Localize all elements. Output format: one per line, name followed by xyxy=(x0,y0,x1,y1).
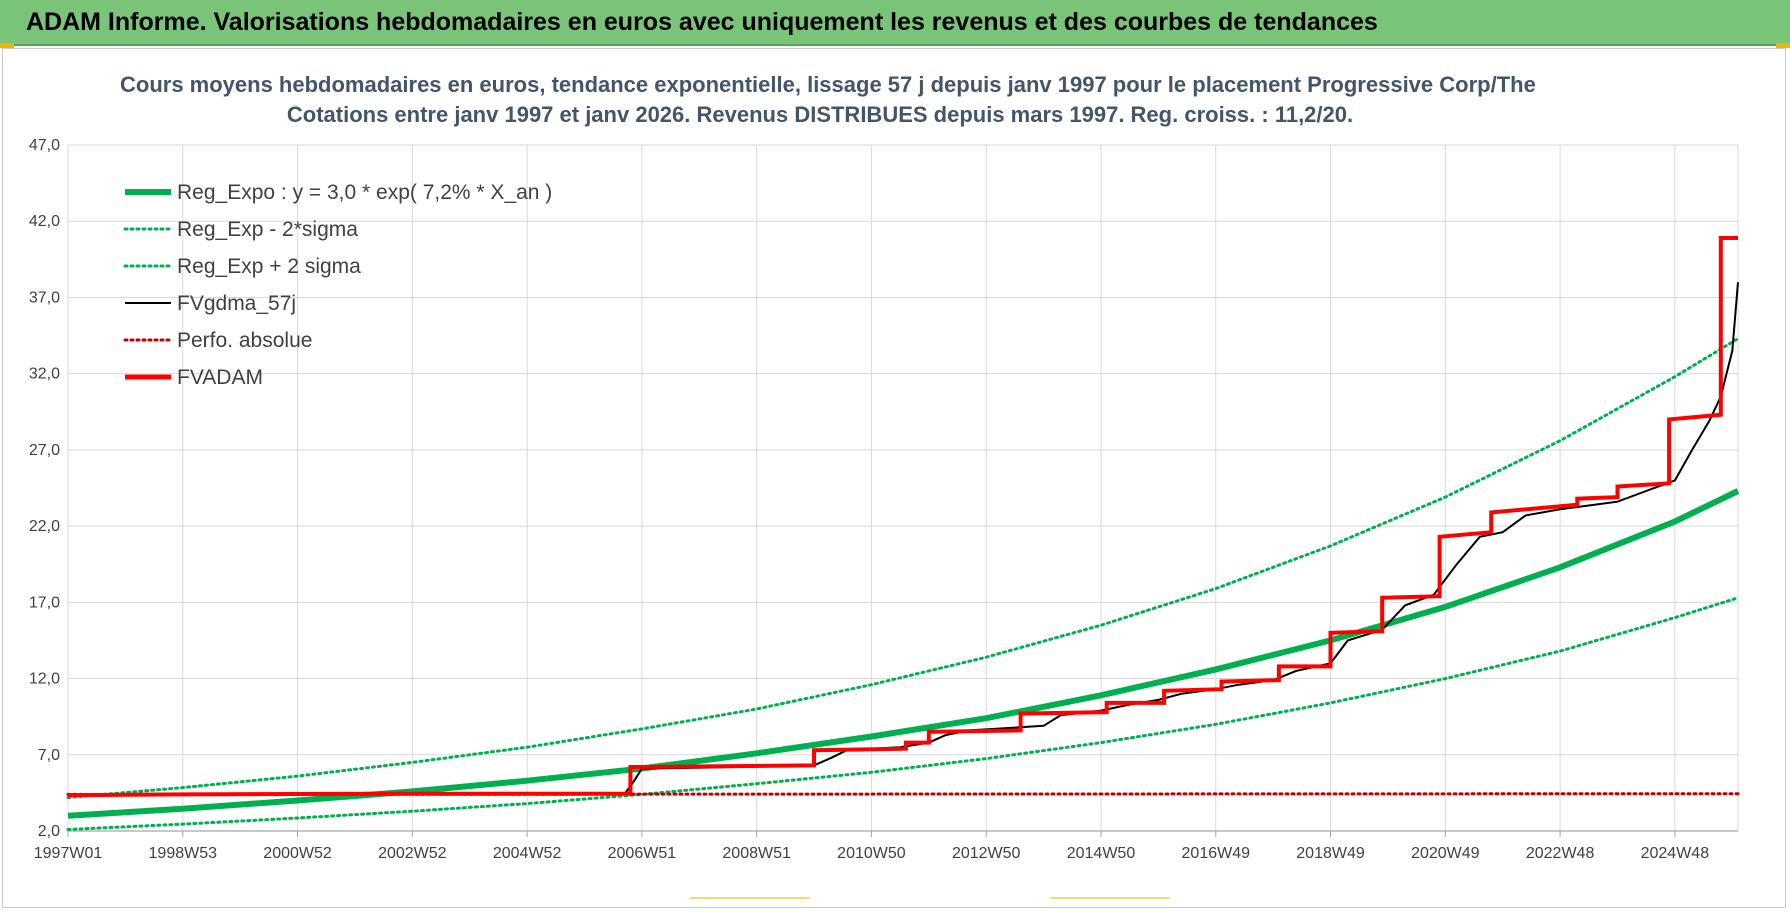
chart-title: Cours moyens hebdomadaires en euros, ten… xyxy=(120,70,1536,130)
chart-area xyxy=(2,48,1786,908)
x-tick-label: 2008W51 xyxy=(722,845,791,862)
x-tick-label: 2006W51 xyxy=(608,845,677,862)
axes: 2,0 7,0 12,0 17,0 22,0 27,0 32,0 37,0 42,0 47,0 19… xyxy=(29,137,1738,862)
x-tick-label: 2020W49 xyxy=(1411,845,1480,862)
chart-title-line-2: Cotations entre janv 1997 et janv 2026. … xyxy=(286,102,1354,127)
legend: Reg_Expo : y = 3,0 * exp( 7,2% * X_an ) R… xyxy=(123,181,552,389)
grid xyxy=(67,144,1739,832)
y-tick-label: 42,0 xyxy=(29,213,60,230)
x-tick-label: 2024W48 xyxy=(1641,845,1710,862)
legend-label: Reg_Expo : y = 3,0 * exp( 7,2% * X_an ) xyxy=(177,181,552,204)
y-tick-label: 7,0 xyxy=(38,747,60,764)
y-tick-label: 17,0 xyxy=(29,594,60,611)
legend-label: Reg_Exp - 2*sigma xyxy=(177,218,358,241)
x-tick-label: 1998W53 xyxy=(149,845,218,862)
legend-label: FVgdma_57j xyxy=(177,292,296,315)
legend-label: Reg_Exp + 2 sigma xyxy=(177,255,361,278)
bottom-mark-2 xyxy=(1050,897,1170,899)
banner-title: ADAM Informe. Valorisations hebdomadaire… xyxy=(26,8,1378,36)
x-tick-label: 2004W52 xyxy=(493,845,562,862)
y-tick-label: 12,0 xyxy=(29,671,60,688)
x-tick-label: 2012W50 xyxy=(952,845,1021,862)
y-tick-label: 22,0 xyxy=(29,518,60,535)
y-tick-label: 2,0 xyxy=(38,823,60,840)
report-banner: ADAM Informe. Valorisations hebdomadaire… xyxy=(0,0,1790,46)
legend-label: FVADAM xyxy=(177,366,263,389)
corner-mark-right xyxy=(1776,43,1790,48)
x-tick-label: 1997W01 xyxy=(34,845,103,862)
y-tick-label: 27,0 xyxy=(29,442,60,459)
y-tick-label: 32,0 xyxy=(29,366,60,383)
bottom-mark-1 xyxy=(690,897,810,899)
y-tick-label: 47,0 xyxy=(29,137,60,154)
corner-mark-left xyxy=(0,43,14,48)
x-tick-label: 2010W50 xyxy=(837,845,906,862)
x-tick-label: 2000W52 xyxy=(263,845,332,862)
x-tick-label: 2002W52 xyxy=(378,845,447,862)
series-line-reg-exp-2-sigma xyxy=(66,596,1740,831)
x-tick-label: 2022W48 xyxy=(1526,845,1595,862)
x-tick-label: 2016W49 xyxy=(1182,845,1251,862)
series-line-reg-exp-2-sigma xyxy=(66,337,1740,799)
x-tick-label: 2014W50 xyxy=(1067,845,1136,862)
chart-title-line-1: Cours moyens hebdomadaires en euros, ten… xyxy=(120,72,1536,97)
x-tick-label: 2018W49 xyxy=(1296,845,1365,862)
series-line-fvadam xyxy=(67,236,1738,798)
series-line-fvgdma-57j xyxy=(68,282,1739,796)
y-tick-label: 37,0 xyxy=(29,289,60,306)
legend-label: Perfo. absolue xyxy=(177,329,312,352)
series-line-reg-expo-y-3-0-exp-7-2-x-an xyxy=(67,488,1740,819)
series xyxy=(66,236,1740,831)
